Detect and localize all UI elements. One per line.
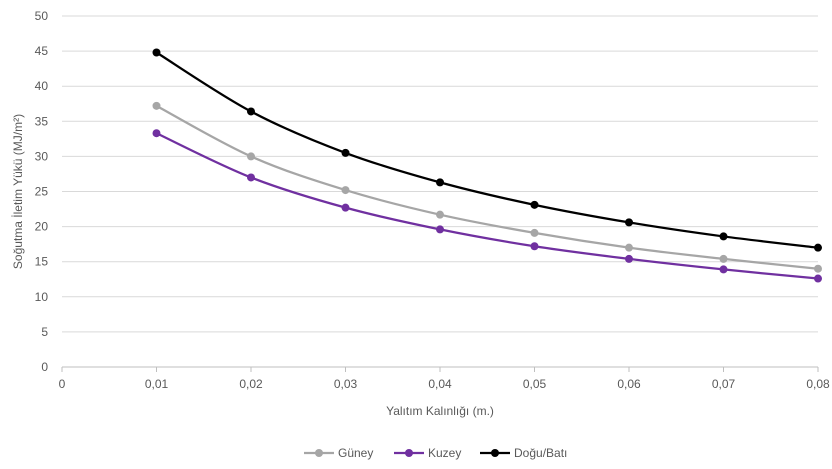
series-2-point [814, 274, 822, 283]
x-tick-label: 0,05 [523, 377, 547, 391]
series-1-point [247, 152, 255, 161]
series-1-point [152, 101, 161, 110]
x-tick-label: 0,08 [806, 377, 830, 391]
legend-item-3-label: Doğu/Batı [514, 446, 567, 460]
legend-item-1: Güney [304, 446, 373, 460]
series-2-group [152, 129, 822, 283]
series-3-group [152, 48, 822, 252]
series-3-point [814, 243, 822, 252]
y-tick-label: 25 [35, 185, 49, 199]
legend-item-2-marker [405, 449, 413, 457]
legend-item-2: Kuzey [394, 446, 461, 460]
series-2-point [625, 254, 633, 263]
series-3-point [719, 232, 728, 241]
x-tick-label: 0,01 [145, 377, 169, 391]
tick-labels: 0 5 10 15 20 25 30 35 40 45 50 0 0,01 0,02 0,03 0,04 0,0… [35, 9, 830, 391]
series-1-point [719, 254, 728, 263]
series-3-point [341, 148, 350, 157]
series-1-point [530, 228, 539, 237]
series-3-point [530, 200, 539, 209]
y-tick-label: 45 [35, 44, 49, 58]
series-1-point [814, 264, 822, 273]
series-3-point [247, 107, 255, 116]
y-tick-label: 5 [41, 325, 48, 339]
y-tick-label: 30 [35, 149, 49, 163]
legend-item-1-label: Güney [338, 446, 373, 460]
series-1-point [436, 210, 444, 219]
y-tick-label: 50 [35, 9, 49, 23]
x-tick-label: 0,03 [334, 377, 358, 391]
series-2-point [152, 129, 161, 138]
series-2-point [530, 242, 539, 251]
legend-item-3-marker [491, 449, 499, 457]
series-1-point [625, 243, 633, 252]
legend: Güney Kuzey Doğu/Batı [304, 446, 567, 460]
legend-item-3: Doğu/Batı [480, 446, 567, 460]
series-2-line [156, 132, 819, 280]
series-2-point [719, 265, 728, 274]
gridlines [62, 15, 818, 333]
axes [61, 366, 819, 372]
series-1-line [155, 104, 819, 270]
x-tick-label: 0,04 [428, 377, 452, 391]
y-tick-label: 20 [35, 220, 49, 234]
series-3-point [625, 218, 633, 227]
series-3-line [155, 51, 819, 249]
series-lines [152, 48, 822, 283]
x-tick-label: 0,07 [712, 377, 736, 391]
x-axis-title: Yalıtım Kalınlığı (m.) [386, 404, 494, 418]
series-3-point [152, 48, 161, 57]
x-tick-label: 0,02 [239, 377, 263, 391]
legend-item-2-label: Kuzey [428, 446, 461, 460]
y-tick-label: 40 [35, 79, 49, 93]
y-tick-label: 10 [35, 290, 49, 304]
y-tick-label: 15 [35, 255, 49, 269]
series-1-group [152, 101, 822, 273]
series-3-point [436, 178, 444, 187]
y-axis-title: Soğutma İletim Yükü (MJ/m²) [11, 114, 25, 269]
series-2-point [341, 203, 350, 212]
legend-item-1-marker [315, 449, 323, 457]
y-tick-label: 0 [41, 360, 48, 374]
x-tick-label: 0,06 [617, 377, 641, 391]
y-tick-label: 35 [35, 114, 49, 128]
series-1-point [341, 186, 350, 195]
series-2-point [247, 173, 255, 182]
series-2-point [436, 225, 444, 234]
x-tick-label: 0 [59, 377, 66, 391]
